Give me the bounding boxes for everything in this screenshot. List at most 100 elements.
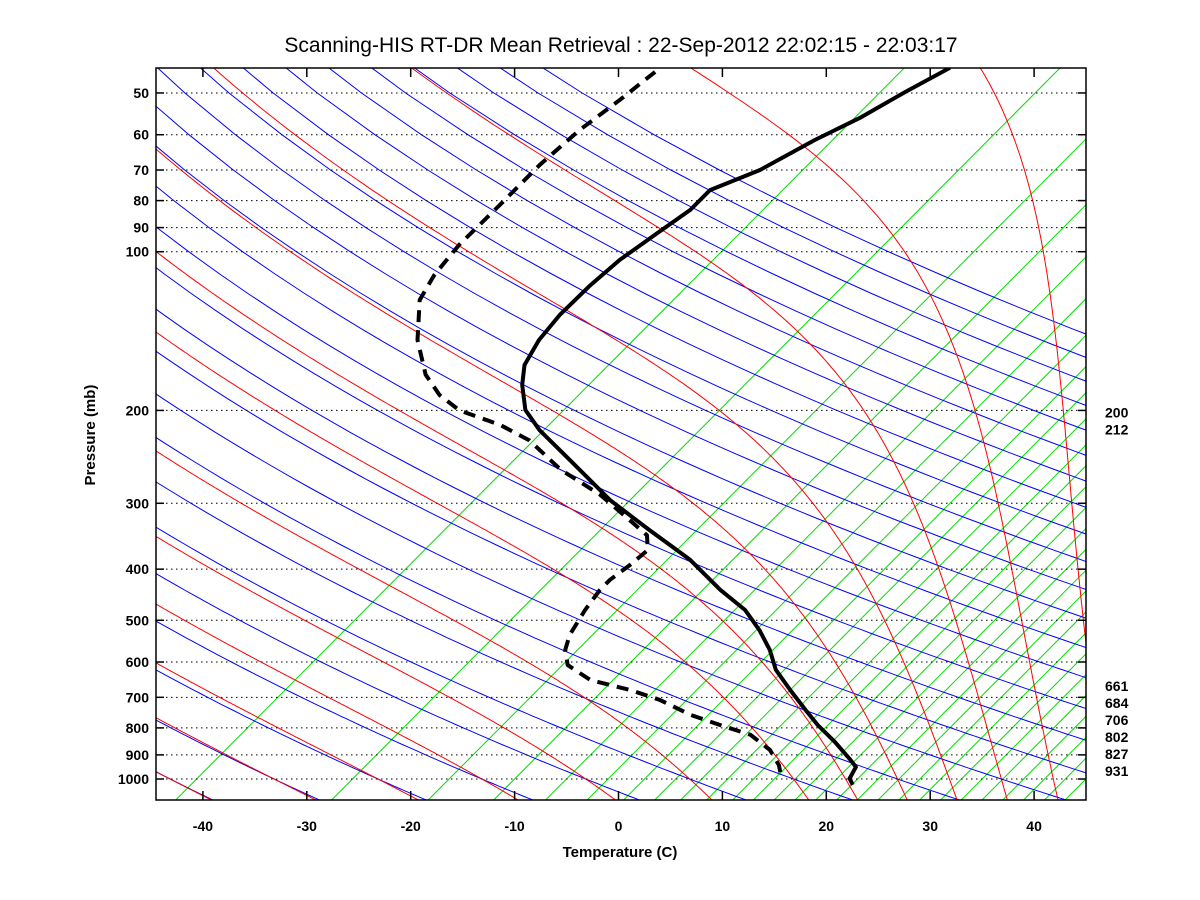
dry-adiabat-line bbox=[156, 308, 1086, 741]
y-axis-label: Pressure (mb) bbox=[82, 385, 99, 486]
chart-title: Scanning-HIS RT-DR Mean Retrieval : 22-S… bbox=[284, 34, 957, 57]
green-guide-line bbox=[731, 444, 1086, 800]
dry-adiabat-line bbox=[370, 68, 1086, 431]
moist-adiabat-line bbox=[410, 68, 1008, 800]
green-guide-line bbox=[1064, 778, 1086, 800]
dry-adiabat-line bbox=[156, 573, 641, 800]
moist-adiabat-line bbox=[212, 68, 958, 800]
dry-adiabat-line bbox=[156, 526, 748, 800]
green-guide-line bbox=[939, 653, 1086, 800]
right-level-label: 684 bbox=[1105, 695, 1129, 711]
axis-ticks: 5060708090100200300400500600700800900100… bbox=[118, 68, 1129, 834]
moist-adiabat-line bbox=[156, 771, 213, 800]
y-tick-label: 900 bbox=[126, 747, 150, 763]
moist-adiabat-line bbox=[156, 331, 810, 800]
x-tick-label: 10 bbox=[715, 818, 731, 834]
dry-adiabat-line bbox=[199, 68, 1086, 535]
temperature-profile-line bbox=[520, 68, 951, 786]
green-guide-line bbox=[492, 204, 1086, 800]
y-tick-label: 800 bbox=[126, 720, 150, 736]
x-tick-label: -20 bbox=[401, 818, 421, 834]
x-tick-label: -10 bbox=[504, 818, 524, 834]
green-guide-line bbox=[752, 465, 1086, 800]
y-tick-label: 1000 bbox=[118, 771, 149, 787]
green-guide-line bbox=[330, 68, 1061, 800]
dry-adiabat-line bbox=[157, 68, 1086, 563]
right-level-label: 212 bbox=[1105, 421, 1129, 437]
y-tick-label: 400 bbox=[126, 561, 150, 577]
x-tick-label: -30 bbox=[297, 818, 317, 834]
plot-frame bbox=[155, 67, 1087, 801]
y-tick-label: 90 bbox=[133, 220, 149, 236]
right-level-label: 827 bbox=[1105, 746, 1129, 762]
dry-adiabat-line bbox=[156, 350, 1086, 774]
y-tick-label: 500 bbox=[126, 612, 150, 628]
right-level-label: 706 bbox=[1105, 712, 1129, 728]
moist-adiabat-line bbox=[979, 68, 1086, 648]
x-tick-label: 40 bbox=[1026, 818, 1042, 834]
moist-adiabat-line bbox=[690, 68, 1059, 800]
right-level-label: 200 bbox=[1105, 404, 1129, 420]
moist-adiabat-line bbox=[156, 603, 520, 800]
right-level-label: 931 bbox=[1105, 763, 1129, 779]
green-guide-line bbox=[815, 527, 1086, 800]
dry-adiabat-line bbox=[156, 481, 855, 800]
green-guide-line bbox=[877, 590, 1086, 800]
moist-adiabat-line bbox=[156, 250, 859, 800]
right-level-label: 802 bbox=[1105, 729, 1129, 745]
y-tick-label: 70 bbox=[133, 162, 149, 178]
green-guide-line bbox=[898, 611, 1086, 800]
dry-adiabat-line bbox=[156, 620, 535, 800]
y-tick-label: 80 bbox=[133, 193, 149, 209]
dry-adiabat-line bbox=[156, 105, 1086, 591]
y-tick-label: 60 bbox=[133, 127, 149, 143]
y-tick-label: 100 bbox=[126, 244, 150, 260]
green-guide-line bbox=[427, 138, 1086, 800]
green-guide-line bbox=[544, 256, 1086, 800]
green-guide-line bbox=[981, 694, 1086, 800]
moist-adiabat-line bbox=[156, 717, 317, 800]
green-guide-line bbox=[918, 632, 1086, 800]
green-guide-line bbox=[705, 418, 1086, 800]
x-tick-label: -40 bbox=[193, 818, 213, 834]
background-lines bbox=[156, 42, 1160, 801]
dry-adiabat-line bbox=[156, 226, 1086, 679]
moist-adiabat-line bbox=[156, 148, 908, 800]
dry-adiabat-line bbox=[156, 145, 1086, 619]
dewpoint-profile-line bbox=[415, 70, 784, 781]
y-tick-label: 700 bbox=[126, 689, 150, 705]
pressure-gridlines bbox=[156, 92, 1086, 780]
dry-adiabat-line bbox=[499, 68, 1086, 358]
x-tick-label: 0 bbox=[615, 818, 623, 834]
dry-adiabat-line bbox=[156, 719, 321, 800]
x-tick-label: 30 bbox=[922, 818, 938, 834]
green-guide-line bbox=[773, 485, 1086, 800]
green-guide-line bbox=[174, 68, 905, 800]
green-guide-line bbox=[622, 334, 1086, 800]
dry-adiabat-line bbox=[156, 436, 961, 800]
moist-adiabat-line bbox=[1137, 42, 1160, 801]
dry-adiabat-line bbox=[285, 68, 1086, 482]
moist-adiabat-line bbox=[156, 450, 713, 800]
dry-adiabat-line bbox=[156, 267, 1086, 710]
green-guide-line bbox=[679, 392, 1086, 800]
moist-adiabat-line bbox=[156, 535, 617, 800]
y-tick-label: 50 bbox=[133, 85, 149, 101]
right-level-label: 661 bbox=[1105, 678, 1129, 694]
x-tick-label: 20 bbox=[819, 818, 835, 834]
dry-adiabat-line bbox=[156, 669, 428, 800]
dry-adiabat-line bbox=[156, 771, 214, 800]
y-tick-label: 200 bbox=[126, 402, 150, 418]
dry-adiabat-line bbox=[156, 393, 1068, 800]
y-tick-label: 300 bbox=[126, 495, 150, 511]
x-axis-label: Temperature (C) bbox=[563, 844, 678, 861]
y-tick-label: 600 bbox=[126, 654, 150, 670]
green-guide-line bbox=[794, 506, 1086, 800]
moist-adiabat-line bbox=[156, 662, 420, 800]
green-guide-line bbox=[856, 569, 1086, 800]
green-guide-line bbox=[835, 548, 1086, 800]
dry-adiabat-line bbox=[242, 68, 1086, 508]
sounding-series bbox=[415, 68, 951, 786]
dry-adiabat-line bbox=[156, 185, 1086, 649]
